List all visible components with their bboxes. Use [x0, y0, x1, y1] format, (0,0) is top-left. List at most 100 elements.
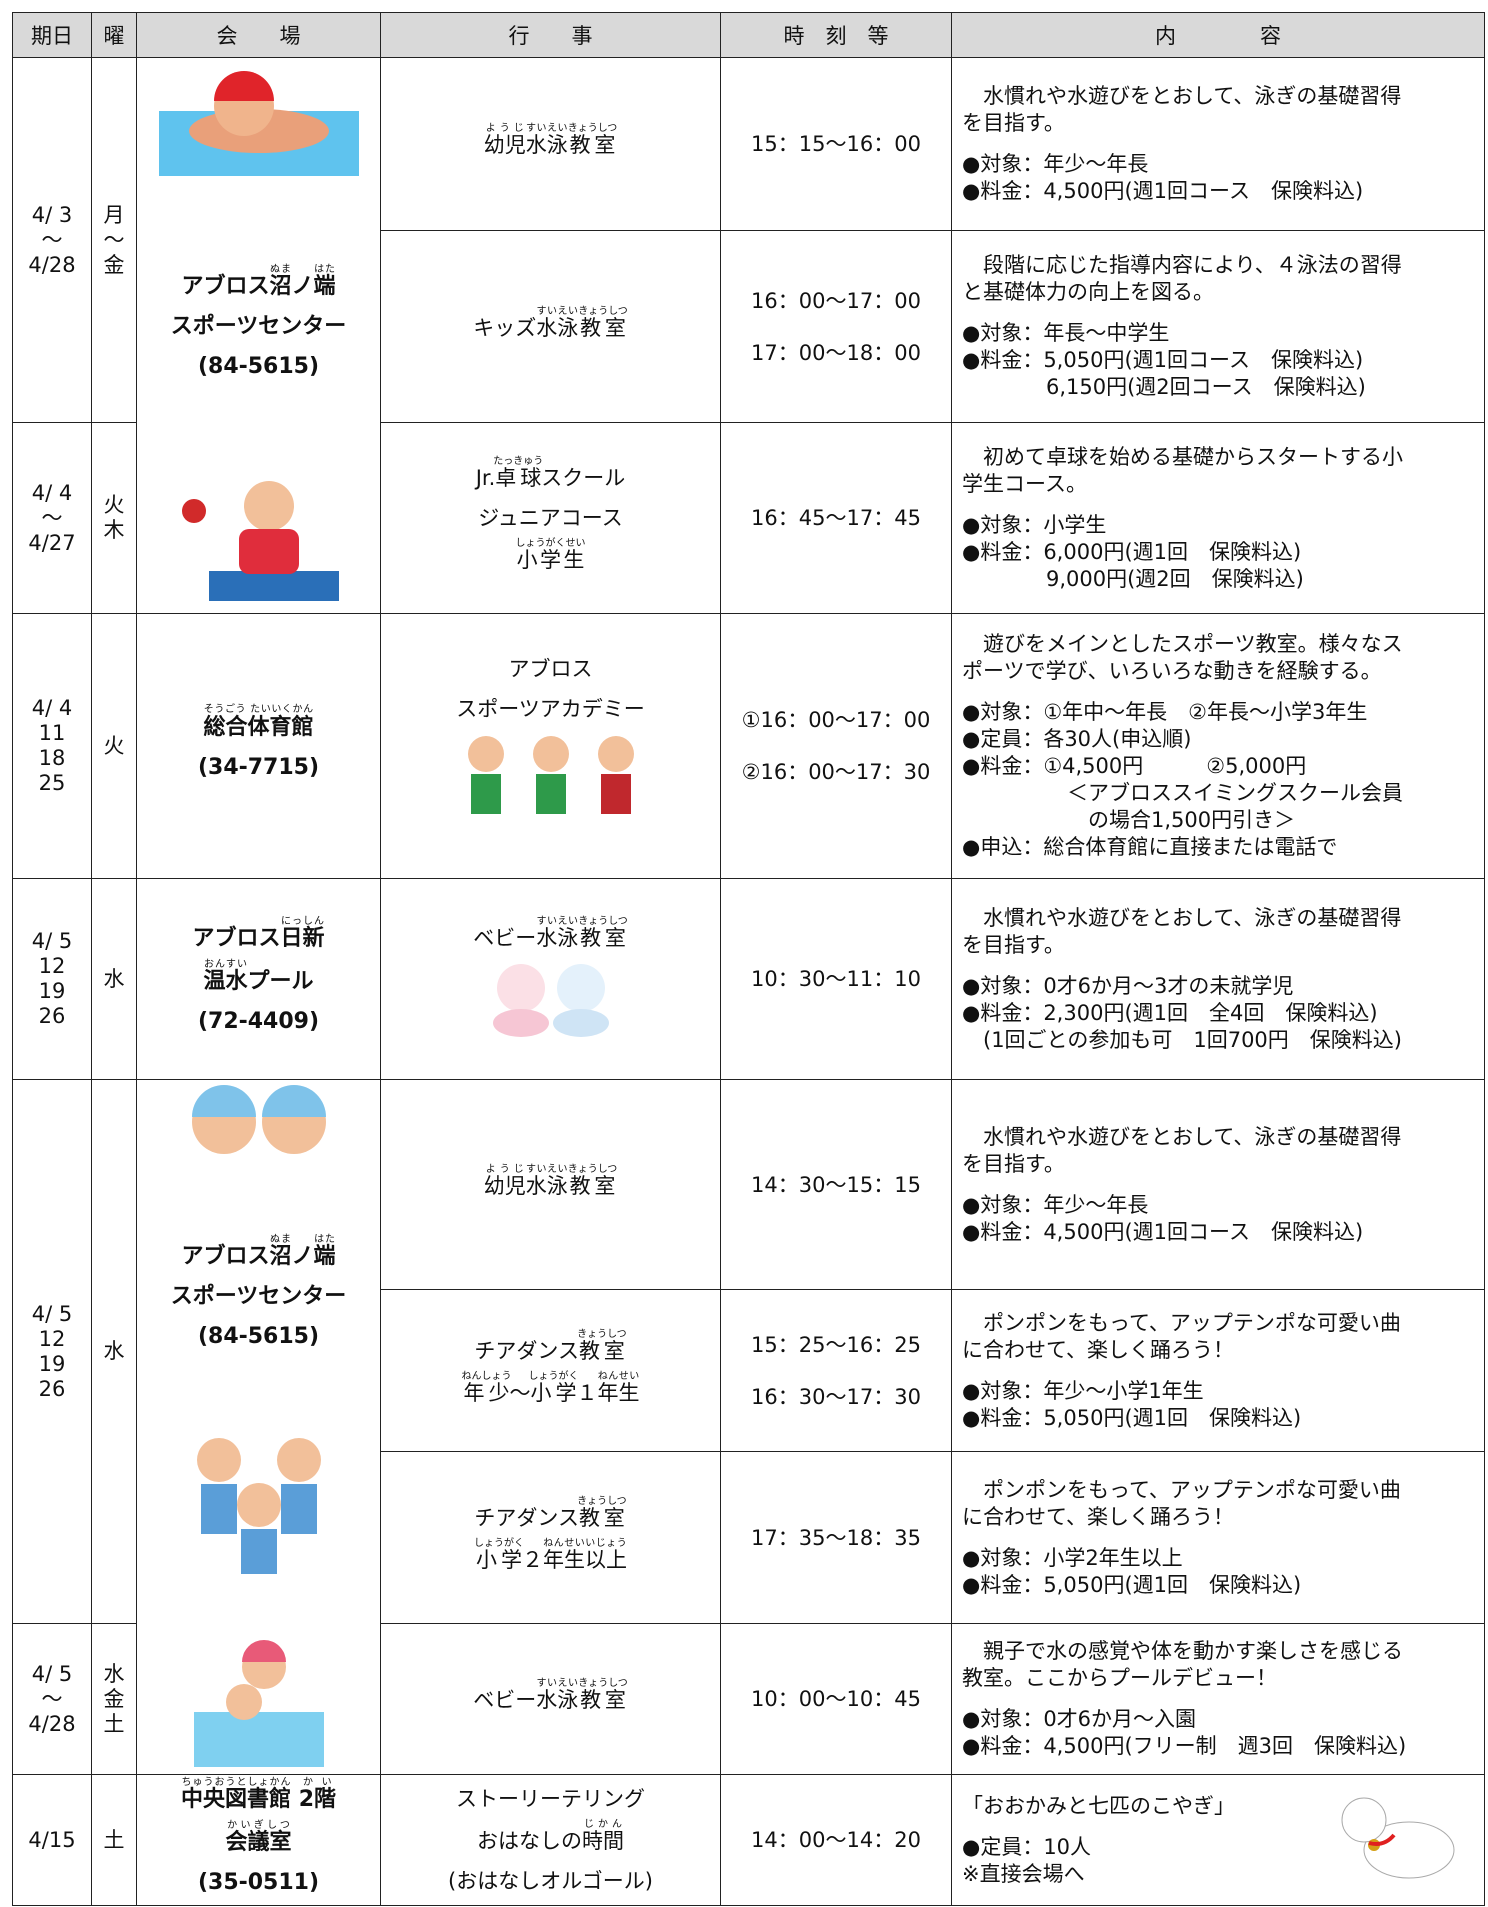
cell-text: 土 [92, 1828, 136, 1853]
text: (おはなしオルゴール) [448, 1869, 653, 1893]
paragraph: ●対象：0才6か月〜入園 ●料金：4,500円(フリー制 週3回 保険料込) [962, 1706, 1474, 1760]
text-line: 4/28 [13, 253, 91, 278]
text-line: 11 [13, 721, 91, 746]
text-line: 年少ねんしょう〜小学しょうがく１年生ねんせい [381, 1371, 720, 1413]
text-line: ●対象：0才6か月〜3才の未就学児 [962, 973, 1474, 1000]
text-line: 金 [92, 253, 136, 278]
text: (72‐4409) [197, 1009, 320, 1034]
row: チアダンス教室きょうしつ 小学しょうがく２年生以上ねんせいいじょう 17：35〜1… [13, 1451, 1485, 1624]
cell-text: 4/ 5 12 19 26 [13, 1302, 91, 1402]
text: 16：30〜17：30 [751, 1384, 921, 1409]
text-line: ●料金：5,050円(週1回 保険料込) [962, 1572, 1474, 1599]
text-line: 水慣れや水遊びをとおして、泳ぎの基礎習得 [962, 905, 1474, 932]
text-line: ●申込：総合体育館に直接または電話で [962, 834, 1474, 861]
ruby-text: 年生ねんせい [598, 1371, 640, 1405]
text-line: ●料金：4,500円(フリー制 週3回 保険料込) [962, 1733, 1474, 1760]
text-line: 4/ 3 [13, 203, 91, 228]
text: ジュニアコース [478, 506, 623, 530]
furigana: はた [313, 1234, 336, 1246]
ruby-base: 教室 [567, 1173, 618, 1198]
cell-text: 14：00〜14：20 [721, 1814, 951, 1866]
text-line: 12 [13, 1327, 91, 1352]
text-line: 水慣れや水遊びをとおして、泳ぎの基礎習得 [962, 1124, 1474, 1151]
text-line: スポーツアカデミー [381, 689, 720, 729]
text: ●対象：①年中〜年長 ②年長〜小学3年生 [962, 700, 1368, 724]
ruby-base: 小学 [474, 1547, 524, 1572]
text-line: 水慣れや水遊びをとおして、泳ぎの基礎習得 [962, 83, 1474, 110]
text-line: ●対象：年少〜年長 [962, 151, 1474, 178]
schedule-table: 期日 曜 会 場 行 事 時 刻 等 内 容 4/ 3 〜 4/28 月〜金 アブロ… [12, 12, 1485, 1906]
paragraph: 水慣れや水遊びをとおして、泳ぎの基礎習得 を目指す。 [962, 83, 1474, 137]
text: 土 [103, 1711, 125, 1736]
ruby-text: 小学しょうがく [474, 1538, 524, 1572]
cell-text: ストーリーテリング おはなしの時間じかん (おはなしオルゴール) [381, 1779, 720, 1901]
text: (84‐5615) [197, 354, 320, 379]
ruby-base: 水泳 [525, 133, 568, 157]
text-line: ●対象：小学生 [962, 512, 1474, 539]
ruby-text: 年少ねんしょう [462, 1371, 512, 1405]
ruby-text: 教室きょうしつ [568, 123, 617, 157]
content-cell: 親子で水の感覚や体を動かす楽しさを感じる 教室。ここからプールデビュー！ ●対象：0… [951, 1623, 1485, 1775]
furigana: ぬま [269, 1234, 292, 1246]
furigana: ぬま [269, 264, 292, 275]
ruby-base: 小学生 [515, 548, 586, 572]
ruby-text: 総合体育館そうごう たいいくかん [203, 704, 313, 740]
text-line: 幼児ようじ水泳すいえい教室きょうしつ [381, 123, 720, 165]
event-cell: 幼児ようじ水泳すいえい教室きょうしつ [380, 57, 721, 231]
text-line: 14：30〜15：15 [721, 1159, 951, 1211]
cell-text: 水慣れや水遊びをとおして、泳ぎの基礎習得 を目指す。 ●対象：年少〜年長 ●料金：4,… [962, 1124, 1474, 1246]
furigana: ねんしょう [461, 1370, 512, 1382]
text-line: 4/28 [13, 1712, 91, 1737]
text-line: 月 [92, 203, 136, 228]
paragraph: ●対象：年少〜年長 ●料金：4,500円(週1回コース 保険料込) [962, 151, 1474, 205]
cell-text: 水 [92, 1339, 136, 1364]
text: ●料金：4,500円(フリー制 週3回 保険料込) [962, 1734, 1407, 1758]
text-line: に合わせて、楽しく踊ろう！ [962, 1337, 1474, 1364]
text: 火 [103, 733, 125, 758]
furigana: ねんせい [597, 1370, 640, 1382]
text: ●料金：4,500円(週1回コース 保険料込) [962, 1219, 1364, 1244]
cell-text: 水慣れや水遊びをとおして、泳ぎの基礎習得 を目指す。 ●対象：年少〜年長 ●料金：4,… [962, 83, 1474, 205]
text: 16：45〜17：45 [751, 506, 921, 530]
text-line: 9,000円(週2回 保険料込) [962, 566, 1474, 593]
text: 4/ 5 [31, 1661, 73, 1686]
event-cell: 幼児ようじ水泳すいえい教室きょうしつ [380, 1079, 721, 1290]
text-line: 4/ 5 [13, 1302, 91, 1327]
cell-text: 水金土 [92, 1662, 136, 1737]
ruby-base: 水泳 [536, 1688, 579, 1712]
text: に合わせて、楽しく踊ろう！ [962, 1504, 1234, 1529]
text-line: 17：35〜18：35 [721, 1512, 951, 1564]
text: 月 [103, 202, 125, 227]
cell-text: アブロス沼ぬまノ端はた スポーツセンター (84‐5615) [171, 264, 347, 387]
day-cell: 水金土 [91, 1623, 137, 1775]
table-tennis-illustration [181, 480, 339, 601]
cell-text: 総合体育館そうごう たいいくかん (34‐7715) [137, 704, 380, 788]
cell-text: 16：45〜17：45 [721, 492, 951, 544]
furigana: きょうしつ [578, 1678, 628, 1689]
text: 15：25〜16：25 [751, 1332, 921, 1357]
text: ※直接会場へ [962, 1861, 1085, 1886]
text: と基礎体力の向上を図る。 [962, 280, 1214, 304]
text-line: 親子で水の感覚や体を動かす楽しさを感じる [962, 1638, 1474, 1665]
text-line: 16：00〜17：00 [721, 275, 951, 327]
ruby-text: 幼児ようじ [484, 123, 526, 157]
content-cell: ポンポンをもって、アップテンポな可愛い曲 に合わせて、楽しく踊ろう！ ●対象：年少〜… [951, 1289, 1485, 1452]
furigana: はた [313, 264, 336, 275]
text: ポンポンをもって、アップテンポな可愛い曲 [962, 1477, 1401, 1502]
text-line: 10：00〜10：45 [721, 1673, 951, 1725]
ruby-text: 教室きょうしつ [567, 1164, 618, 1198]
furigana: きょうしつ [567, 1163, 618, 1175]
day-cell: 月〜金 [91, 57, 137, 423]
text: ●料金：6,000円(週1回 保険料込) [962, 539, 1302, 564]
header-cell: 時 刻 等 [720, 12, 952, 58]
text-line: 15：15〜16：00 [721, 118, 951, 170]
text: 4/15 [28, 1827, 76, 1852]
text-line: 幼児ようじ水泳すいえい教室きょうしつ [381, 1164, 720, 1206]
text: ●定員：各30人(申込順) [962, 727, 1192, 751]
text: アブロス [181, 274, 270, 299]
text-line: ●料金：2,300円(週1回 全4回 保険料込) [962, 1000, 1474, 1027]
text-line: 総合体育館そうごう たいいくかん [137, 704, 380, 748]
text: ベビー [473, 1688, 537, 1712]
ruby-text: 水泳すいえい [526, 1164, 568, 1198]
kids-illustration [191, 1085, 326, 1154]
